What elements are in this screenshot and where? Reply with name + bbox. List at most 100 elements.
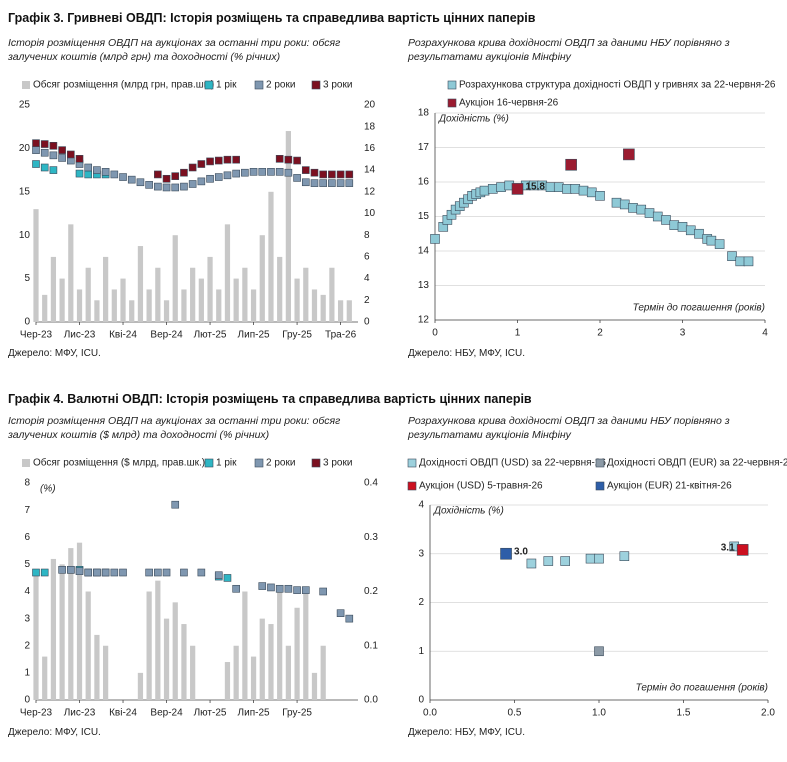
- marker: [75, 169, 84, 178]
- y2-tick-label: 14: [364, 165, 376, 176]
- marker: [345, 179, 354, 187]
- legend-label: Дохідності ОВДП (EUR) за 22-червня-26: [607, 458, 787, 469]
- y-axis-title: Дохідність (%): [438, 114, 509, 125]
- marker: [543, 556, 554, 566]
- legend-swatch: [407, 481, 417, 491]
- marker: [585, 553, 596, 564]
- legend-label: Дохідності ОВДП (USD) за 22-червня-26: [419, 458, 606, 469]
- marker: [32, 160, 40, 168]
- marker: [232, 169, 240, 178]
- x-tick-label: Кві-24: [109, 330, 137, 341]
- bar: [103, 256, 109, 322]
- marker: [565, 158, 577, 171]
- legend-swatch: [447, 80, 457, 90]
- marker: [714, 239, 725, 249]
- y-tick-label: 12: [418, 315, 430, 326]
- bar: [320, 645, 326, 700]
- marker: [735, 256, 746, 267]
- y2-tick-label: 0.2: [364, 586, 378, 597]
- marker: [162, 183, 171, 192]
- y2-tick-label: 0.0: [364, 695, 378, 706]
- legend-swatch: [311, 80, 321, 90]
- marker: [180, 568, 188, 577]
- marker: [171, 183, 180, 192]
- bar: [146, 591, 152, 700]
- bar: [250, 656, 257, 700]
- bar: [259, 618, 265, 700]
- legend-swatch: [447, 98, 457, 108]
- marker: [594, 553, 604, 564]
- bar: [50, 558, 57, 700]
- legend-swatch: [595, 481, 605, 491]
- legend-swatch: [595, 458, 605, 468]
- data-label: 3.0: [514, 546, 528, 557]
- x-tick-label: Вер-24: [150, 708, 183, 719]
- marker: [180, 168, 188, 177]
- marker: [652, 211, 663, 222]
- marker: [110, 568, 119, 577]
- x-tick-label: Чер-23: [20, 330, 53, 341]
- bar: [329, 267, 335, 322]
- marker: [119, 173, 127, 181]
- source: Джерело: МФУ, ICU.: [8, 348, 101, 359]
- marker: [93, 166, 101, 174]
- bar: [250, 289, 257, 322]
- y2-tick-label: 0.4: [364, 478, 378, 489]
- legend-label: 1 рік: [216, 80, 237, 91]
- bar: [268, 624, 274, 700]
- bar: [111, 289, 117, 322]
- bar: [42, 656, 48, 700]
- marker: [49, 141, 58, 150]
- y-tick-label: 3: [418, 548, 424, 559]
- bar: [155, 580, 161, 700]
- bar: [103, 645, 109, 700]
- marker: [336, 170, 345, 179]
- marker: [706, 235, 717, 246]
- marker: [67, 565, 75, 574]
- marker: [267, 168, 275, 176]
- x-tick-label: Лют-25: [194, 708, 227, 719]
- y-tick-label: 7: [24, 505, 30, 516]
- bar: [85, 591, 91, 700]
- marker: [526, 558, 537, 569]
- legend-swatch: [204, 458, 214, 468]
- marker: [232, 155, 240, 164]
- marker: [319, 179, 327, 187]
- data-label: 3.1: [721, 542, 735, 553]
- marker: [206, 174, 214, 183]
- x-tick-label: Лип-25: [238, 708, 270, 719]
- bar: [137, 672, 144, 700]
- marker: [727, 251, 737, 261]
- bar: [224, 662, 231, 700]
- y-tick-label: 0: [418, 695, 424, 706]
- marker: [500, 547, 512, 560]
- marker: [258, 168, 267, 176]
- marker: [694, 228, 704, 239]
- x-tick-label: 1: [515, 328, 521, 339]
- bar: [76, 542, 83, 700]
- bar: [337, 300, 344, 322]
- bar: [33, 569, 39, 700]
- marker: [284, 584, 293, 593]
- marker: [345, 614, 354, 623]
- legend-label: 3 роки: [323, 80, 352, 91]
- marker: [336, 609, 345, 618]
- marker: [75, 155, 84, 163]
- y-tick-label: 1: [24, 668, 30, 679]
- marker: [301, 166, 310, 174]
- y-tick-label: 0: [24, 695, 30, 706]
- marker: [49, 166, 58, 174]
- bar: [242, 267, 248, 322]
- y-tick-label: 16: [418, 177, 430, 188]
- legend-swatch: [254, 80, 264, 90]
- bar: [190, 267, 196, 322]
- marker: [628, 203, 638, 213]
- marker: [553, 182, 564, 192]
- y-tick-label: 0: [24, 317, 30, 328]
- x-tick-label: Лют-25: [194, 330, 227, 341]
- marker: [197, 160, 206, 168]
- marker: [84, 163, 93, 172]
- marker: [67, 150, 75, 159]
- marker: [93, 568, 101, 577]
